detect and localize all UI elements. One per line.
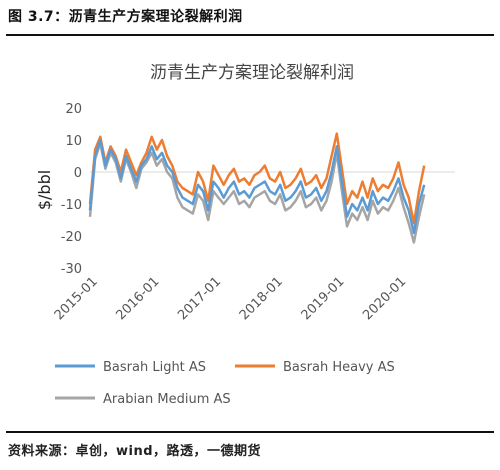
x-tick-label: 2015-01 xyxy=(52,274,101,323)
y-tick-label: -30 xyxy=(61,262,82,277)
x-tick-label: 2019-01 xyxy=(299,274,348,323)
y-tick-label: 10 xyxy=(65,134,82,149)
x-tick-label: 2018-01 xyxy=(237,274,286,323)
y-tick-label: -20 xyxy=(61,230,82,245)
y-tick-label: 20 xyxy=(65,102,82,117)
top-rule xyxy=(6,34,494,36)
y-tick-label: 0 xyxy=(74,166,82,181)
series-line-2 xyxy=(88,132,426,225)
figure-label: 图 3.7：沥青生产方案理论裂解利润 xyxy=(8,9,243,25)
legend-label-3: Arabian Medium AS xyxy=(103,392,231,407)
source-note: 资料来源：卓创，wind，路透，一德期货 xyxy=(8,444,262,459)
chart-title: 沥青生产方案理论裂解利润 xyxy=(150,63,354,83)
x-axis-ticks: 2015-01 2016-01 2017-01 2018-01 2019-01 2020-… xyxy=(52,274,409,323)
series-lines xyxy=(88,132,426,244)
legend-label-1: Basrah Light AS xyxy=(103,360,206,375)
y-axis-ticks: 20 10 0 -10 -20 -30 xyxy=(61,102,82,277)
legend-label-2: Basrah Heavy AS xyxy=(283,360,395,375)
y-tick-label: -10 xyxy=(61,198,82,213)
x-tick-label: 2020-01 xyxy=(360,274,409,323)
series-line-1 xyxy=(88,138,426,235)
x-tick-label: 2016-01 xyxy=(113,274,162,323)
legend: Basrah Light AS Basrah Heavy AS Arabian Me… xyxy=(55,360,395,407)
series-line-3 xyxy=(88,141,426,244)
x-tick-label: 2017-01 xyxy=(175,274,224,323)
bottom-rule xyxy=(6,431,494,433)
y-axis-label: $/bbl xyxy=(35,170,54,210)
